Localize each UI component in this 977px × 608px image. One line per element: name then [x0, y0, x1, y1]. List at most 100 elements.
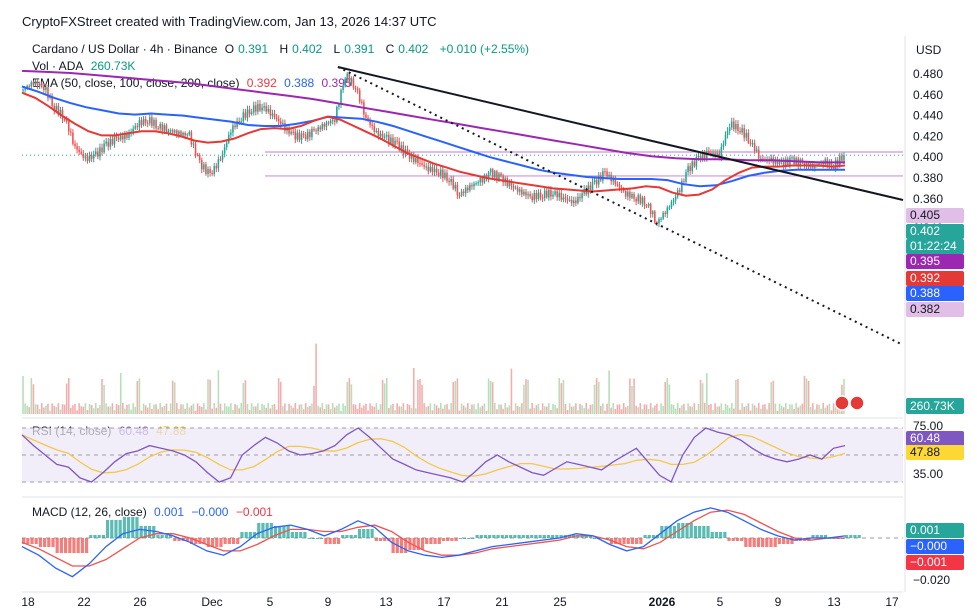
- candle-body: [718, 153, 721, 158]
- volume-bar: [464, 407, 467, 414]
- volume-bar: [523, 384, 525, 414]
- candle-body: [506, 178, 509, 187]
- volume-bar: [714, 403, 716, 414]
- volume-bar: [668, 384, 671, 414]
- macd-histogram-bar: [76, 538, 80, 554]
- candle-body: [70, 131, 72, 133]
- volume-bar: [589, 404, 592, 414]
- candle-body: [304, 134, 307, 140]
- volume-bar: [566, 409, 569, 414]
- macd-histogram-bar: [387, 538, 391, 542]
- candle-body: [209, 168, 211, 173]
- ema-label[interactable]: EMA (50, close, 100, close, 200, close): [32, 76, 240, 90]
- macd-histogram-bar: [236, 538, 240, 545]
- volume-bar: [672, 404, 675, 414]
- volume-label-text: 260.73K: [910, 399, 955, 413]
- macd-histogram-bar: [357, 528, 362, 538]
- candle-body: [132, 128, 134, 132]
- candle-body: [708, 150, 710, 154]
- volume-bar: [602, 403, 604, 414]
- volume-bar: [86, 409, 89, 414]
- rsi-label[interactable]: RSI (14, close): [32, 424, 112, 438]
- candle-body: [797, 158, 800, 166]
- candle-body: [400, 145, 403, 151]
- volume-bar: [481, 405, 484, 414]
- volume-bar: [473, 404, 475, 414]
- macd-histogram-bar: [278, 525, 282, 538]
- candle-body: [446, 172, 448, 181]
- volume-bar: [629, 378, 631, 414]
- candle-body: [787, 158, 789, 165]
- macd-histogram-bar: [622, 538, 626, 545]
- volume-label[interactable]: Vol · ADA: [32, 59, 84, 73]
- macd-histogram-bar: [126, 516, 131, 538]
- candle-body: [579, 196, 581, 199]
- candle-body: [408, 153, 411, 159]
- macd-histogram-bar: [714, 531, 719, 538]
- candle-body: [78, 149, 80, 152]
- macd-histogram-bar: [462, 538, 467, 539]
- volume-bar: [839, 403, 841, 414]
- candle-body: [735, 123, 737, 130]
- date-tick-label: 18: [21, 595, 35, 608]
- candle-body: [805, 162, 808, 166]
- volume-bar: [506, 407, 509, 414]
- candle-body: [442, 169, 444, 179]
- volume-bar: [550, 409, 552, 414]
- macd-histogram-bar: [93, 534, 97, 538]
- candle-body: [570, 200, 573, 204]
- volume-bar: [462, 405, 465, 414]
- volume-bar: [612, 403, 615, 414]
- candle-body: [658, 218, 660, 224]
- volume-bar: [535, 405, 538, 414]
- macd-histogram-bar: [328, 538, 332, 545]
- volume-bar: [678, 407, 681, 414]
- volume-bar: [176, 403, 178, 414]
- candle-body: [604, 171, 606, 173]
- volume-bar: [770, 382, 773, 414]
- macd-label[interactable]: MACD (12, 26, close): [32, 505, 147, 519]
- macd-histogram-bar: [857, 534, 861, 538]
- macd-histogram-bar: [391, 538, 395, 554]
- macd-histogram-bar: [689, 522, 693, 538]
- candle-body: [398, 141, 400, 151]
- close-label: C: [385, 42, 395, 56]
- macd-histogram-bar: [668, 525, 672, 538]
- symbol-title[interactable]: Cardano / US Dollar · 4h · Binance: [32, 42, 218, 56]
- price-tick-label: 0.360: [913, 192, 943, 206]
- volume-bar: [236, 404, 238, 414]
- date-tick-label: 9: [775, 595, 782, 608]
- candle-body: [753, 143, 756, 152]
- candle-body: [595, 180, 598, 185]
- rsi-tick-label: 75.00: [913, 419, 943, 433]
- candle-body: [475, 183, 477, 185]
- volume-bar: [502, 408, 504, 414]
- volume-bar: [70, 407, 72, 414]
- candle-body: [498, 173, 500, 180]
- volume-bar: [570, 406, 573, 414]
- volume-bar: [65, 383, 68, 414]
- candle-body: [340, 89, 342, 105]
- volume-bar: [192, 403, 195, 414]
- volume-bar: [126, 404, 128, 414]
- candle-body: [294, 131, 297, 140]
- volume-bar: [67, 378, 70, 414]
- volume-bar: [184, 408, 186, 414]
- macd-histogram-bar: [446, 538, 450, 542]
- volume-bar: [286, 410, 288, 414]
- candle-body: [134, 126, 137, 129]
- candle-body: [496, 171, 498, 180]
- volume-bar: [739, 409, 741, 414]
- volume-bar: [149, 403, 151, 414]
- candle-body: [602, 171, 604, 181]
- volume-bar: [105, 403, 107, 414]
- volume-bar: [442, 408, 444, 414]
- candle-body: [678, 190, 681, 192]
- macd-histogram-bar: [660, 525, 664, 538]
- trendline-support: [337, 66, 904, 346]
- volume-bar: [198, 405, 201, 414]
- candle-body: [200, 159, 203, 170]
- volume-bar: [703, 403, 706, 414]
- candle-body: [333, 120, 336, 123]
- candle-body: [722, 144, 725, 147]
